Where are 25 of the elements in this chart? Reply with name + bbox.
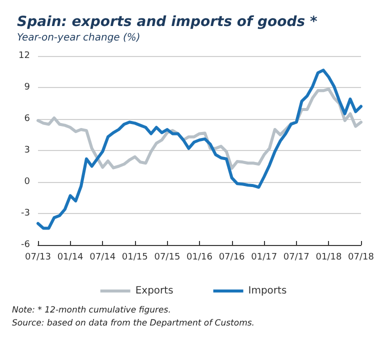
x-tick-label: 07/15 (154, 252, 180, 262)
x-tick-label: 07/16 (218, 252, 246, 262)
y-tick-label: 0 (24, 177, 30, 187)
x-tick-label: 07/17 (283, 252, 310, 262)
y-tick-label: 12 (18, 51, 30, 61)
y-tick-label: 9 (24, 82, 30, 92)
chart-subtitle: Year-on-year change (%) (17, 32, 140, 44)
chart-title: Spain: exports and imports of goods * (17, 14, 318, 30)
source-note: Source: based on data from the Department of Customs. (12, 318, 254, 328)
text: Note: * 12-month cumulative figures. (12, 306, 171, 316)
x-tick-label: 01/16 (186, 252, 213, 262)
x-tick-label: 07/14 (90, 252, 116, 262)
line-series (36, 68, 362, 230)
legend-label: Exports (135, 286, 174, 296)
y-tick-label: 6 (24, 114, 30, 124)
y-tick-label: -6 (21, 240, 30, 250)
x-tick-label: 01/15 (122, 252, 148, 262)
legend-label: Imports (248, 286, 287, 296)
y-tick-label: -3 (21, 208, 30, 218)
x-tick-label: 07/13 (25, 252, 51, 262)
x-tick-label: 01/14 (57, 252, 84, 262)
y-tick-label: 3 (24, 146, 30, 156)
x-tick-label: 01/17 (251, 252, 278, 262)
x-tick-label: 01/18 (316, 252, 342, 262)
x-tick-label: 07/18 (348, 252, 374, 262)
